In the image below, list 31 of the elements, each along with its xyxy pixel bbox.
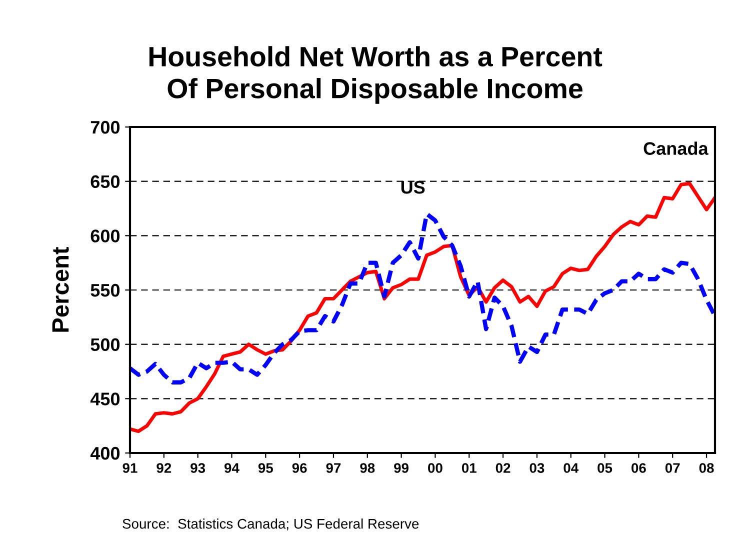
line-series: [130, 212, 715, 384]
x-tick-label: 91: [122, 463, 138, 473]
x-tick-label: 94: [224, 463, 240, 473]
source-note: Source: Statistics Canada; US Federal Reserve: [122, 518, 419, 530]
y-tick-label: 450: [90, 392, 120, 406]
x-tick-label: 05: [598, 463, 612, 473]
x-tick-label: 04: [564, 463, 579, 473]
chart-title: Household Net Worth as a Percent Of Personal Disposable Income: [149, 46, 602, 104]
x-tick-label: 03: [530, 463, 544, 473]
series-label: Canada: [644, 142, 708, 155]
x-tick-label: 01: [462, 463, 476, 473]
y-tick-label: 650: [90, 175, 120, 188]
y-tick-label: 500: [90, 338, 120, 352]
y-tick-label: 600: [90, 230, 120, 242]
x-tick-label: 97: [326, 463, 341, 473]
x-tick-label: 07: [665, 463, 680, 473]
x-tick-label: 99: [394, 463, 409, 473]
x-tick-label: 93: [190, 463, 206, 473]
x-tick-label: 96: [292, 463, 307, 473]
x-tick-label: 95: [258, 463, 273, 473]
x-tick-label: 92: [156, 463, 172, 473]
y-tick-label: 550: [90, 284, 120, 297]
x-tick-label: 06: [632, 463, 646, 473]
x-tick-label: 02: [496, 463, 510, 473]
y-tick-label: 700: [90, 120, 120, 134]
y-tick-label: 400: [90, 446, 120, 460]
y-axis-title: Percent: [52, 246, 69, 332]
x-tick-label: 08: [699, 463, 714, 473]
x-tick-label: 00: [428, 463, 442, 473]
series-label: US: [401, 180, 425, 194]
x-tick-label: 98: [360, 463, 375, 473]
